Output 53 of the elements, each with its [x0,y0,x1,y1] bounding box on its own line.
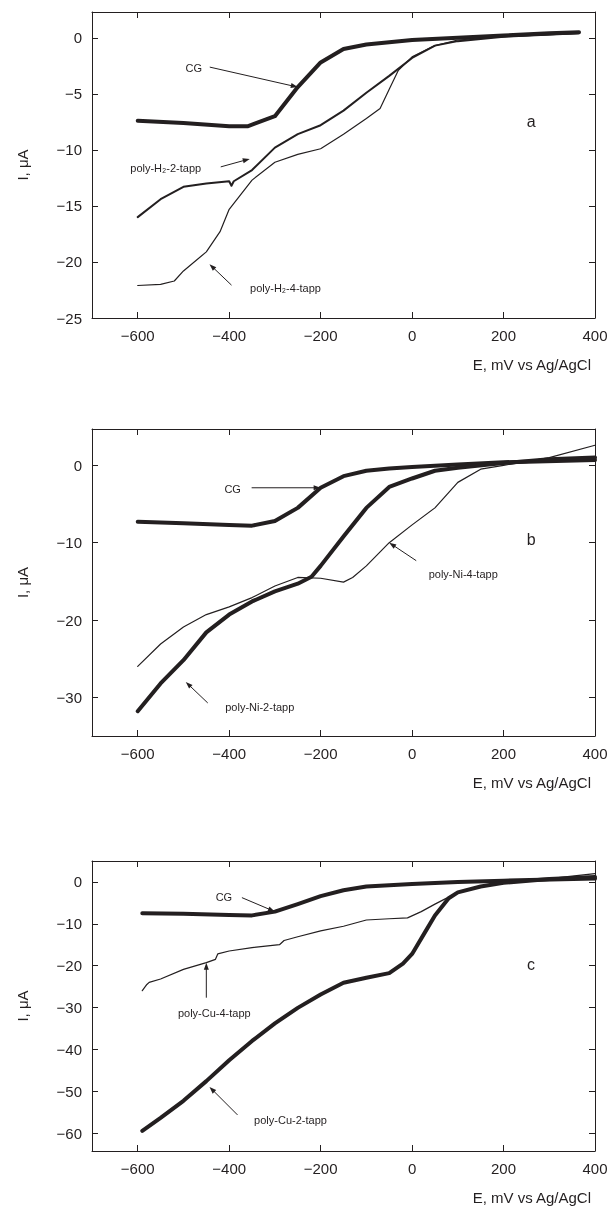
annotation: c [527,956,536,975]
x-tick-label: 200 [491,745,517,762]
annotation: CG [215,890,233,903]
x-tick-label: 400 [582,745,608,762]
x-tick-label: 0 [407,745,417,762]
annotation: b [526,530,536,549]
annotation: poly-Ni-4-tapp [428,567,498,580]
y-tick-label: −40 [56,1040,82,1058]
annotation: poly-Cu-4-tapp [177,1006,251,1019]
y-tick-label: 0 [73,873,82,891]
annotation: poly-H₂-2-tapp [130,161,202,174]
annotation: a [526,113,536,132]
y-tick-label: −20 [56,957,82,975]
x-axis-title: E, mV vs Ag/AgCl [472,1189,591,1206]
y-tick-label: −5 [64,85,82,103]
annotation: poly-Ni-2-tapp [225,700,295,713]
x-tick-label: −200 [303,1160,338,1177]
y-tick-label: 0 [73,29,82,47]
y-tick-label: −20 [56,611,82,629]
y-axis-title: I, μA [14,149,31,181]
y-axis-title: I, μA [14,990,31,1022]
x-tick-label: 200 [491,1160,517,1177]
y-tick-label: −10 [56,141,82,159]
x-tick-label: −200 [303,327,338,344]
y-tick-label: 0 [73,456,82,474]
y-tick-label: −15 [56,197,82,215]
x-tick-label: 400 [582,327,608,344]
x-tick-label: −400 [212,745,247,762]
x-axis-title: E, mV vs Ag/AgCl [472,774,591,791]
x-tick-label: 0 [407,327,417,344]
x-tick-label: 400 [582,1160,608,1177]
x-tick-label: 200 [491,327,517,344]
annotation: poly-Cu-2-tapp [254,1113,327,1126]
x-tick-label: −600 [120,745,155,762]
annotation: poly-H₂-4-tapp [250,282,321,295]
y-tick-label: −30 [56,998,82,1016]
x-axis-title: E, mV vs Ag/AgCl [472,356,591,373]
y-tick-label: −60 [56,1124,82,1142]
y-tick-label: −50 [56,1082,82,1100]
y-tick-label: −30 [56,688,82,706]
x-tick-label: −200 [303,745,338,762]
x-tick-label: 0 [407,1160,417,1177]
x-tick-label: −400 [212,1160,247,1177]
y-tick-label: −10 [56,534,82,552]
x-tick-label: −400 [212,327,247,344]
x-tick-label: −600 [120,1160,155,1177]
annotation: CG [185,62,203,75]
y-tick-label: −10 [56,915,82,933]
x-tick-label: −600 [120,327,155,344]
y-axis-title: I, μA [14,566,31,599]
y-tick-label: −20 [56,253,82,271]
annotation: CG [224,482,241,495]
y-tick-label: −25 [56,309,82,327]
